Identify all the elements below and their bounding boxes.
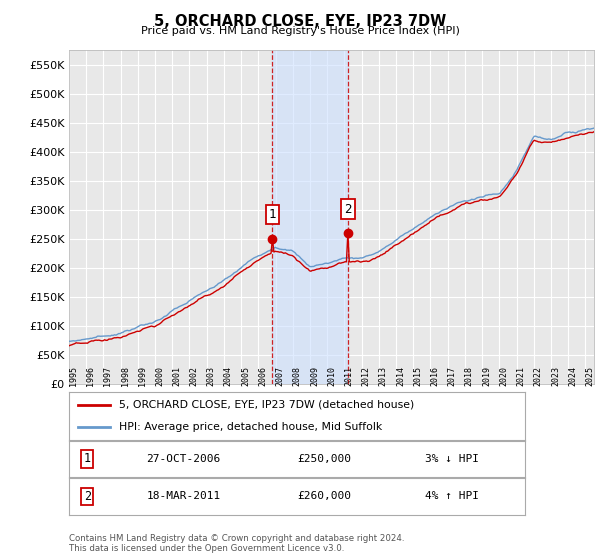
Text: 2019: 2019 xyxy=(482,366,491,386)
Text: 2015: 2015 xyxy=(413,366,422,386)
Text: 2016: 2016 xyxy=(430,366,439,386)
Text: 2008: 2008 xyxy=(293,366,302,386)
Text: 1995: 1995 xyxy=(69,366,78,386)
Text: 1: 1 xyxy=(269,208,276,221)
Text: 2020: 2020 xyxy=(499,366,508,386)
Text: 2022: 2022 xyxy=(534,366,543,386)
Text: 1999: 1999 xyxy=(138,366,147,386)
Text: 2024: 2024 xyxy=(568,366,577,386)
Text: 5, ORCHARD CLOSE, EYE, IP23 7DW (detached house): 5, ORCHARD CLOSE, EYE, IP23 7DW (detache… xyxy=(119,400,415,410)
Text: 2006: 2006 xyxy=(259,366,268,386)
Text: 27-OCT-2006: 27-OCT-2006 xyxy=(146,454,221,464)
Text: Price paid vs. HM Land Registry's House Price Index (HPI): Price paid vs. HM Land Registry's House … xyxy=(140,26,460,36)
Text: 18-MAR-2011: 18-MAR-2011 xyxy=(146,492,221,501)
Text: £260,000: £260,000 xyxy=(297,492,351,501)
Text: 2012: 2012 xyxy=(362,366,371,386)
Text: 2025: 2025 xyxy=(586,366,595,386)
Text: HPI: Average price, detached house, Mid Suffolk: HPI: Average price, detached house, Mid … xyxy=(119,422,382,432)
Text: 2021: 2021 xyxy=(517,366,526,386)
Text: 2000: 2000 xyxy=(155,366,164,386)
Text: 5, ORCHARD CLOSE, EYE, IP23 7DW: 5, ORCHARD CLOSE, EYE, IP23 7DW xyxy=(154,14,446,29)
Text: 1997: 1997 xyxy=(103,366,112,386)
Text: 2005: 2005 xyxy=(241,366,250,386)
Text: 1998: 1998 xyxy=(121,366,130,386)
Text: 2023: 2023 xyxy=(551,366,560,386)
Text: Contains HM Land Registry data © Crown copyright and database right 2024.
This d: Contains HM Land Registry data © Crown c… xyxy=(69,534,404,553)
Text: 2011: 2011 xyxy=(344,366,353,386)
Text: 3% ↓ HPI: 3% ↓ HPI xyxy=(425,454,479,464)
Text: 2: 2 xyxy=(344,203,352,216)
Text: 1: 1 xyxy=(83,452,91,465)
Text: 2014: 2014 xyxy=(396,366,405,386)
Text: 2017: 2017 xyxy=(448,366,457,386)
Text: 2010: 2010 xyxy=(327,366,336,386)
Text: 2018: 2018 xyxy=(465,366,474,386)
Text: 2007: 2007 xyxy=(275,366,284,386)
Text: 2: 2 xyxy=(83,490,91,503)
Text: 1996: 1996 xyxy=(86,366,95,386)
Text: 2004: 2004 xyxy=(224,366,233,386)
Text: 2003: 2003 xyxy=(207,366,216,386)
Text: 2013: 2013 xyxy=(379,366,388,386)
Bar xyxy=(272,50,348,384)
Text: 2001: 2001 xyxy=(172,366,181,386)
Text: 2002: 2002 xyxy=(190,366,199,386)
Text: £250,000: £250,000 xyxy=(297,454,351,464)
Text: 4% ↑ HPI: 4% ↑ HPI xyxy=(425,492,479,501)
Text: 2009: 2009 xyxy=(310,366,319,386)
